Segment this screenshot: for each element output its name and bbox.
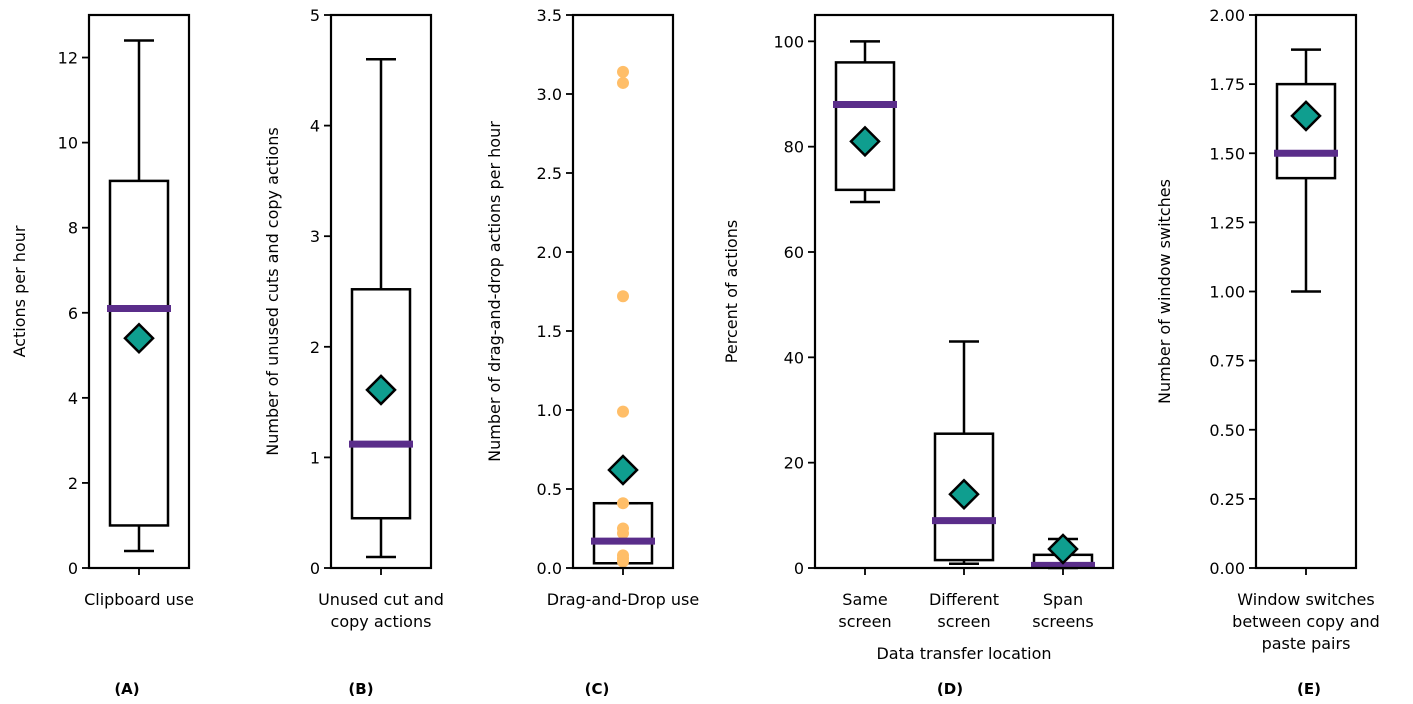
outlier-point — [617, 76, 629, 89]
mean-marker — [948, 478, 980, 511]
x-tick-label: Clipboard use — [84, 590, 194, 609]
y-tick-label: 2.5 — [537, 164, 562, 183]
box-1 — [591, 65, 655, 568]
outlier-point — [617, 522, 629, 535]
y-tick-label: 0.25 — [1209, 490, 1245, 509]
y-tick-label: 1.75 — [1209, 75, 1245, 94]
x-tick-label: between copy and — [1232, 612, 1380, 631]
panel-e: 0.00 0.25 0.50 0.75 1.00 1.25 1.50 1.75 2.00 Numb… — [1155, 6, 1380, 698]
y-tick-label: 1.0 — [537, 401, 562, 420]
box-1 — [833, 40, 897, 204]
x-tick-label: paste pairs — [1262, 634, 1351, 653]
y-tick-label: 0.00 — [1209, 559, 1245, 578]
outlier-point — [617, 405, 629, 418]
y-tick-label: 0.5 — [537, 480, 562, 499]
panel-b: 0 1 2 3 4 5 Number of unused cuts and copy act… — [263, 6, 444, 698]
panel-c: 0.0 0.5 1.0 1.5 2.0 2.5 3.0 3.5 Number of drag-a… — [485, 6, 699, 698]
y-tick-label: 3 — [310, 227, 320, 246]
panel-label: (D) — [937, 680, 963, 698]
y-axis-label: Number of drag-and-drop actions per hour — [485, 121, 504, 462]
x-tick-label: Drag-and-Drop use — [547, 590, 699, 609]
panel-label: (A) — [114, 680, 139, 698]
iqr-box — [108, 179, 170, 527]
plot-frame — [87, 13, 191, 570]
panel-label: (B) — [348, 680, 373, 698]
y-tick-label: 0.0 — [537, 559, 562, 578]
box-3 — [1031, 533, 1095, 570]
plot-frame — [571, 13, 675, 570]
y-tick-label: 80 — [784, 138, 804, 157]
panel-label: (E) — [1297, 680, 1321, 698]
y-tick-label: 1.50 — [1209, 144, 1245, 163]
box-1 — [349, 57, 413, 559]
x-tick-label: copy actions — [331, 612, 432, 631]
mean-marker — [1047, 533, 1079, 565]
x-tick-label: Different — [929, 590, 999, 609]
mean-marker — [849, 125, 881, 158]
x-tick-label: Window switches — [1237, 590, 1374, 609]
y-tick-label: 2.0 — [537, 243, 562, 262]
y-tick-label: 10 — [58, 134, 78, 153]
mean-marker — [607, 454, 639, 486]
y-tick-label: 0 — [310, 559, 320, 578]
mean-marker — [123, 322, 155, 355]
y-tick-label: 8 — [68, 219, 78, 238]
y-tick-label: 60 — [784, 243, 804, 262]
iqr-box — [834, 61, 896, 192]
box-1 — [1274, 48, 1338, 293]
iqr-box — [350, 288, 412, 520]
y-tick-label: 12 — [58, 49, 78, 68]
plot-frame — [813, 13, 1115, 570]
y-tick-label: 5 — [310, 6, 320, 25]
y-axis-label: Number of unused cuts and copy actions — [263, 127, 282, 455]
y-tick-label: 2 — [68, 474, 78, 493]
y-tick-label: 1.00 — [1209, 283, 1245, 302]
outlier-point — [617, 497, 629, 510]
y-tick-label: 2 — [310, 338, 320, 357]
y-tick-label: 40 — [784, 348, 804, 367]
outlier-point — [617, 65, 629, 78]
box-1 — [107, 39, 171, 553]
y-tick-label: 1 — [310, 448, 320, 467]
y-tick-label: 1.25 — [1209, 213, 1245, 232]
y-tick-label: 4 — [310, 117, 320, 136]
y-tick-label: 0 — [68, 559, 78, 578]
x-tick-label: screen — [838, 612, 891, 631]
y-axis-label: Actions per hour — [10, 225, 29, 357]
x-tick-label: Span — [1043, 590, 1083, 609]
y-tick-label: 20 — [784, 454, 804, 473]
panel-a: 0 2 4 6 8 10 12 Actions per hour Clipboard use (A… — [10, 13, 194, 698]
iqr-box — [933, 432, 995, 562]
outlier-point — [617, 549, 629, 562]
y-tick-label: 0.75 — [1209, 352, 1245, 371]
y-tick-label: 4 — [68, 389, 78, 408]
box-2 — [932, 340, 996, 566]
mean-marker — [365, 374, 397, 406]
x-tick-label: Unused cut and — [318, 590, 444, 609]
x-tick-label: screen — [937, 612, 990, 631]
panel-label: (C) — [585, 680, 610, 698]
outlier-point — [617, 290, 629, 303]
y-tick-label: 0 — [794, 559, 804, 578]
y-tick-label: 3.5 — [537, 6, 562, 25]
plot-frame — [1254, 13, 1358, 570]
x-tick-label: Same — [842, 590, 887, 609]
iqr-box — [1275, 82, 1337, 180]
x-axis-label: Data transfer location — [876, 644, 1051, 663]
y-tick-label: 100 — [773, 32, 804, 51]
y-tick-label: 6 — [68, 304, 78, 323]
y-tick-label: 1.5 — [537, 322, 562, 341]
panel-d: 0 20 40 60 80 100 Percent of actions Same screen… — [722, 13, 1115, 698]
y-tick-label: 0.50 — [1209, 421, 1245, 440]
y-tick-label: 3.0 — [537, 85, 562, 104]
plot-frame — [329, 13, 433, 570]
y-axis-label: Percent of actions — [722, 220, 741, 363]
mean-marker — [1290, 100, 1322, 132]
x-tick-label: screens — [1032, 612, 1094, 631]
y-tick-label: 2.00 — [1209, 6, 1245, 25]
y-axis-label: Number of window switches — [1155, 179, 1174, 404]
